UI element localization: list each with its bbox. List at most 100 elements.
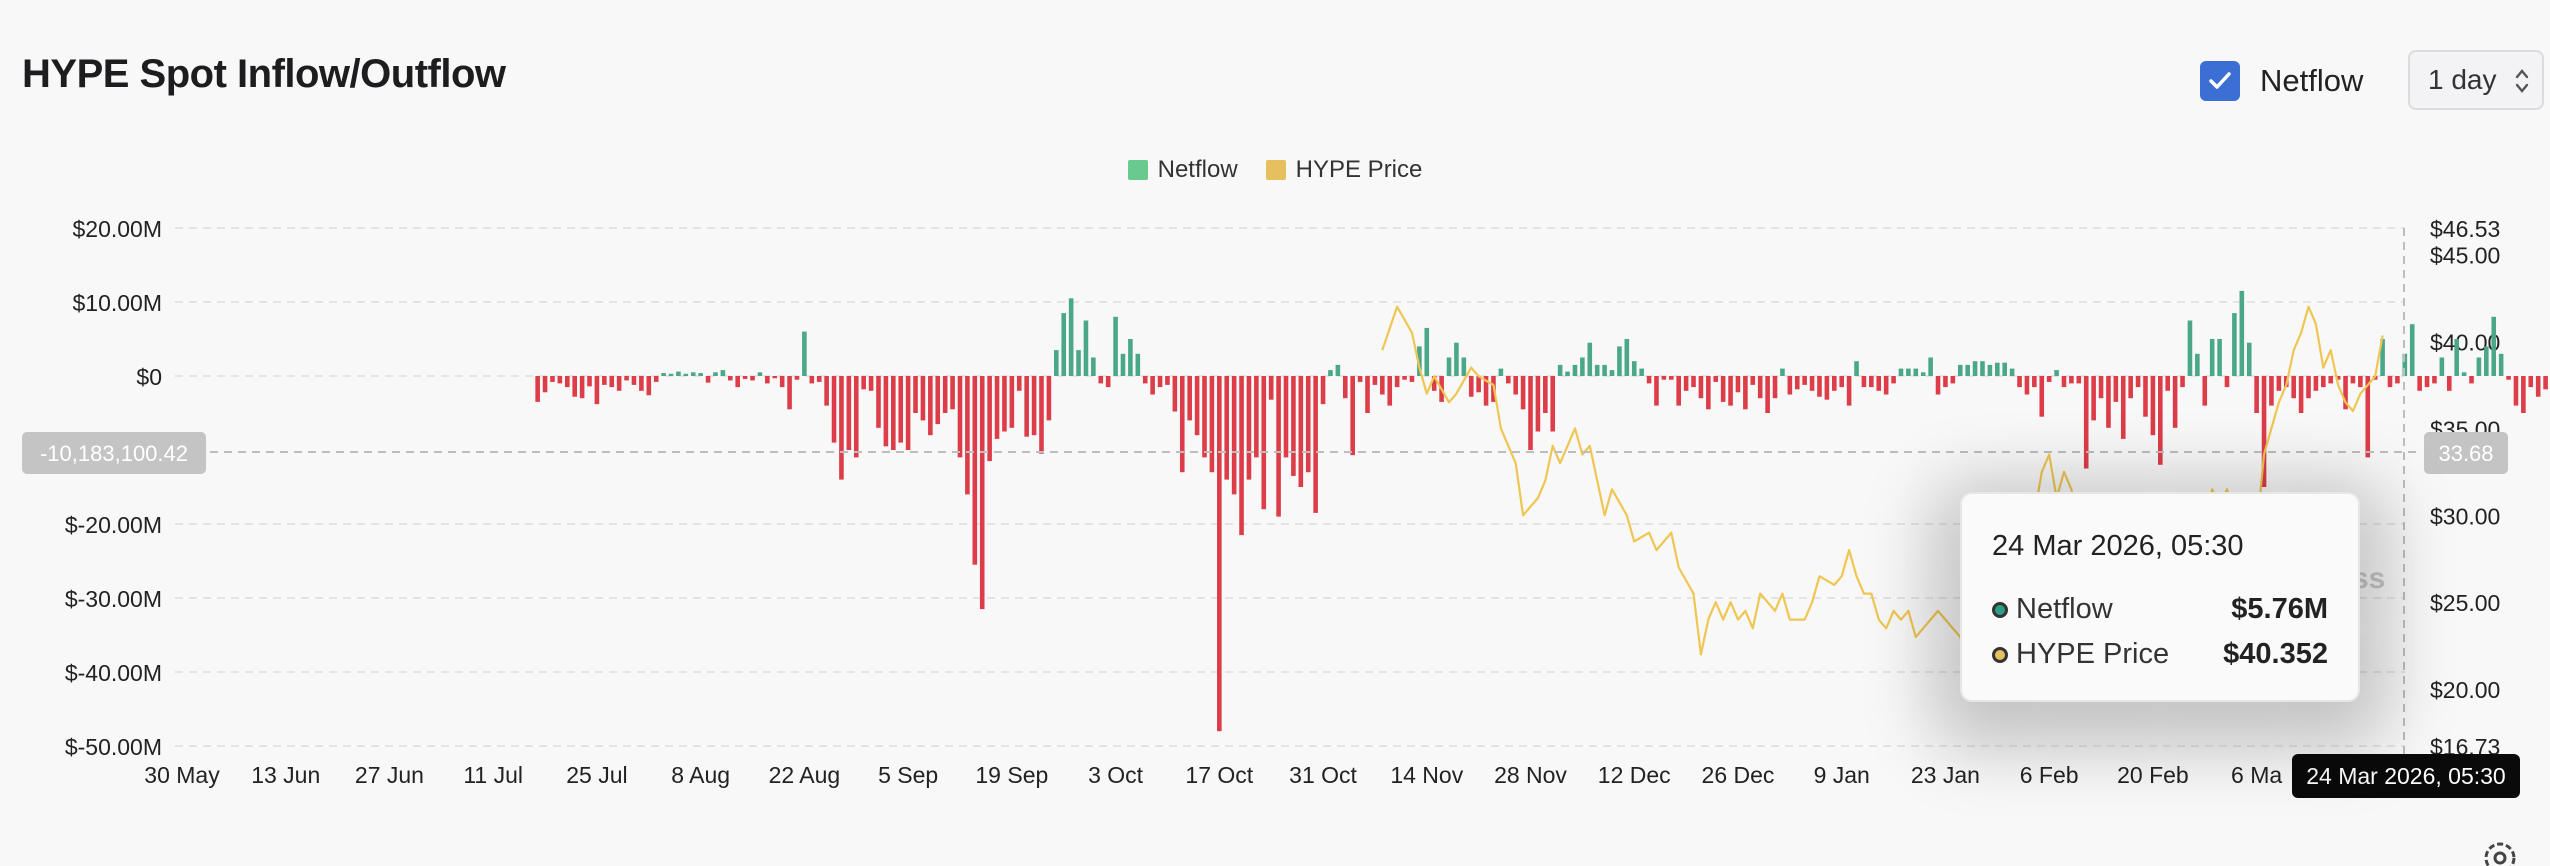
interval-select-value: 1 day: [2428, 64, 2497, 95]
netflow-bar: [905, 376, 911, 450]
netflow-bar: [1765, 376, 1770, 413]
x-tick-label: 5 Sep: [878, 762, 938, 788]
netflow-bar: [1572, 364, 1578, 376]
netflow-bar: [1839, 376, 1845, 388]
y-left-tick-label: $-30.00M: [65, 586, 162, 612]
netflow-bar: [1350, 376, 1355, 456]
netflow-bar: [1513, 376, 1518, 395]
y-left-tick-label: $0: [136, 364, 162, 390]
netflow-bar: [2172, 376, 2178, 428]
netflow-bar: [1217, 376, 1222, 732]
netflow-bar: [2039, 376, 2045, 417]
netflow-bar: [1054, 350, 1059, 376]
netflow-bar: [1128, 339, 1133, 376]
netflow-bar: [1150, 376, 1155, 395]
netflow-bar: [1224, 376, 1230, 480]
legend-label-netflow: Netflow: [1157, 156, 1238, 183]
netflow-bar: [2113, 376, 2119, 402]
netflow-bar: [1891, 376, 1896, 384]
netflow-bar: [2246, 342, 2252, 376]
netflow-bar: [698, 373, 703, 376]
netflow-bar: [1528, 376, 1533, 450]
x-tick-label: 9 Jan: [1814, 762, 1870, 788]
netflow-bar: [2120, 376, 2126, 439]
netflow-bar: [1372, 376, 1378, 385]
settings-icon[interactable]: [2478, 836, 2522, 866]
y-right-tick-label: $46.53: [2430, 216, 2500, 242]
netflow-bar: [2061, 376, 2067, 388]
netflow-bar: [824, 376, 829, 406]
netflow-bar: [1446, 357, 1452, 376]
crosshair-right-label: 33.68: [2438, 441, 2493, 466]
netflow-bar: [1557, 364, 1563, 376]
netflow-bar: [564, 376, 570, 388]
netflow-bar: [1646, 376, 1652, 384]
netflow-bars: [535, 290, 2548, 732]
x-tick-label: 3 Oct: [1088, 762, 1144, 788]
netflow-bar: [2432, 376, 2437, 384]
netflow-bar: [2328, 376, 2334, 384]
netflow-bar: [1965, 364, 1970, 376]
interval-select[interactable]: 1 day: [2408, 50, 2544, 110]
crosshair-left-label-bg: [22, 432, 206, 474]
netflow-bar: [1505, 376, 1511, 384]
netflow-bar: [2150, 376, 2156, 436]
x-tick-label: 31 Oct: [1289, 762, 1357, 788]
netflow-bar: [2506, 376, 2511, 380]
netflow-bar: [876, 376, 881, 428]
x-tick-label: 28 Nov: [1494, 762, 1567, 788]
netflow-bar: [787, 376, 792, 410]
netflow-bar: [735, 376, 741, 388]
netflow-bar: [2321, 376, 2326, 388]
netflow-bar: [2180, 376, 2185, 388]
netflow-bar: [1772, 376, 1778, 399]
netflow-bar: [831, 376, 837, 443]
netflow-toggle[interactable]: Netflow: [2200, 58, 2363, 104]
netflow-bar: [668, 373, 674, 376]
netflow-bar: [757, 372, 763, 376]
netflow-bar: [942, 376, 948, 413]
netflow-bar: [1617, 346, 1622, 376]
x-tick-label: 25 Jul: [566, 762, 627, 788]
netflow-bar: [1809, 376, 1815, 391]
legend-item-hype-price[interactable]: HYPE Price: [1265, 156, 1422, 184]
netflow-bar: [2491, 316, 2497, 376]
netflow-bar: [616, 376, 622, 391]
netflow-bar: [994, 376, 1000, 439]
netflow-bar: [1824, 376, 1830, 400]
netflow-bar: [1757, 376, 1763, 399]
netflow-bar: [1231, 376, 1237, 495]
tooltip-row-netflow: Netflow $5.76M: [1992, 593, 2328, 626]
netflow-checkbox[interactable]: [2200, 61, 2240, 101]
netflow-bar: [1543, 376, 1548, 413]
netflow-bar: [1120, 353, 1126, 376]
netflow-bar: [1091, 357, 1096, 376]
netflow-bar: [705, 376, 711, 383]
netflow-bar: [1202, 376, 1207, 458]
netflow-bar: [898, 376, 904, 443]
netflow-bar: [2128, 376, 2133, 399]
netflow-bar: [639, 376, 644, 391]
netflow-bar: [1520, 376, 1526, 410]
netflow-bar: [920, 376, 926, 421]
netflow-bar: [2395, 376, 2400, 384]
netflow-bar: [1987, 364, 1993, 376]
netflow-bar: [2476, 357, 2482, 376]
netflow-bar: [1313, 376, 1318, 513]
y-left-tick-label: $10.00M: [72, 290, 162, 316]
netflow-bar: [1713, 376, 1719, 382]
chart-legend: Netflow HYPE Price: [0, 156, 2550, 184]
netflow-bar: [2261, 376, 2267, 487]
netflow-bar: [587, 376, 592, 387]
y-left-tick-label: $-40.00M: [65, 660, 162, 686]
netflow-bar: [1483, 376, 1489, 406]
netflow-bar: [1883, 376, 1889, 395]
netflow-bar: [1113, 316, 1118, 376]
netflow-bar: [2143, 376, 2148, 417]
netflow-bar: [1683, 376, 1689, 391]
netflow-bar: [1846, 376, 1852, 406]
netflow-bar: [690, 372, 696, 376]
legend-item-netflow[interactable]: Netflow: [1127, 156, 1238, 184]
netflow-bar: [979, 376, 985, 610]
